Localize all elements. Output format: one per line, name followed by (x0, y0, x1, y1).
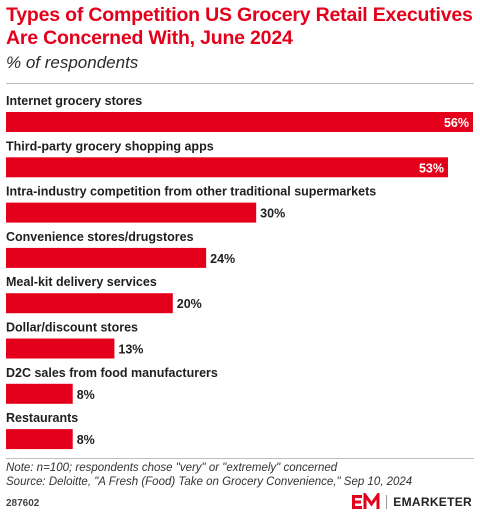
bar (6, 202, 257, 223)
emarketer-logo-icon (352, 493, 380, 509)
category-label: D2C sales from food manufacturers (6, 366, 218, 380)
category-label: Restaurants (6, 411, 78, 425)
bar (6, 157, 448, 178)
value-label: 13% (118, 343, 143, 357)
value-label: 56% (444, 116, 469, 130)
bar-chart: Internet grocery stores 56% Third-party gr… (6, 94, 473, 450)
category-label: Dollar/discount stores (6, 321, 138, 335)
bar (6, 293, 173, 314)
bar (6, 429, 73, 450)
bar (6, 383, 73, 404)
category-label: Meal-kit delivery services (6, 275, 157, 289)
category-label: Convenience stores/drugstores (6, 230, 194, 244)
brand-name: EMARKETER (393, 495, 472, 509)
bottom-divider (6, 458, 474, 459)
value-label: 20% (177, 297, 202, 311)
category-label: Internet grocery stores (6, 94, 142, 108)
category-label: Intra-industry competition from other tr… (6, 185, 376, 199)
value-label: 8% (77, 433, 95, 447)
value-label: 53% (419, 161, 444, 175)
brand-logo: EMARKETER (352, 493, 472, 511)
chart-note: Note: n=100; respondents chose "very" or… (6, 462, 338, 474)
value-label: 24% (210, 252, 235, 266)
top-divider (6, 83, 474, 84)
chart-id: 287602 (6, 498, 40, 509)
chart-source: Source: Deloitte, "A Fresh (Food) Take o… (6, 476, 413, 488)
bar (6, 338, 115, 359)
value-label: 30% (260, 207, 285, 221)
brand-divider (386, 495, 388, 509)
category-label: Third-party grocery shopping apps (6, 139, 214, 153)
chart-subtitle: % of respondents (6, 53, 139, 72)
bar (6, 247, 207, 268)
value-label: 8% (77, 388, 95, 402)
bar (6, 112, 473, 132)
chart-title: Types of Competition US Grocery Retail E… (6, 4, 473, 49)
